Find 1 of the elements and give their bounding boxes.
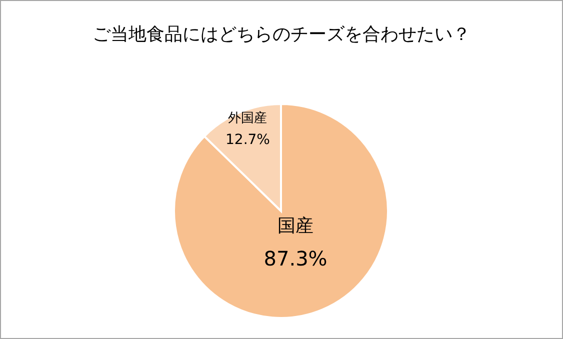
chart-title: ご当地食品にはどちらのチーズを合わせたい？ xyxy=(92,24,470,45)
